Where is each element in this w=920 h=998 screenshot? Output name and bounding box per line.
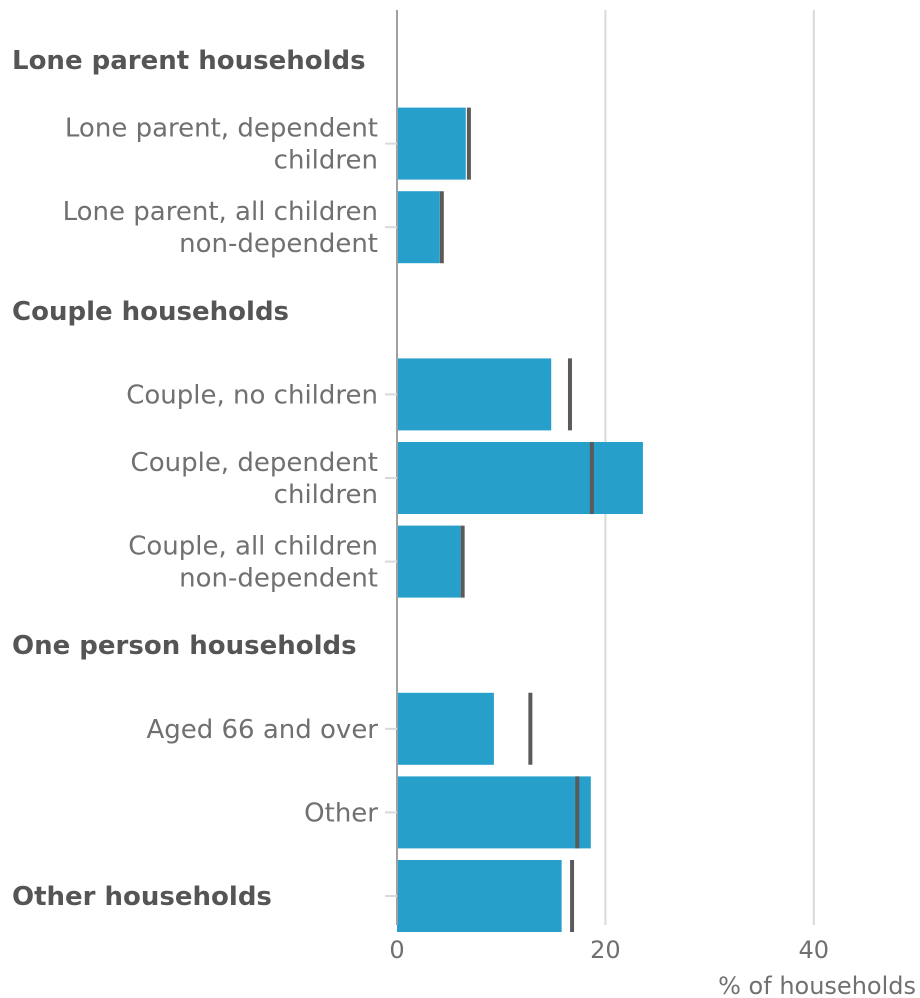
bar bbox=[397, 107, 466, 180]
x-axis: 0 20 40 bbox=[385, 10, 829, 964]
bar bbox=[397, 525, 461, 598]
group-heading: Couple households bbox=[12, 297, 289, 327]
x-tick-label: 40 bbox=[799, 936, 830, 964]
bar bbox=[397, 442, 643, 514]
category-label: Aged 66 and over bbox=[146, 715, 378, 745]
group-heading: Lone parent households bbox=[12, 46, 366, 76]
category-label: Lone parent, all children bbox=[63, 197, 378, 227]
group-heading: One person households bbox=[12, 631, 357, 661]
category-label: children bbox=[274, 146, 378, 176]
category-labels: Lone parent households Lone parent, depen… bbox=[12, 46, 378, 912]
category-label: Couple, no children bbox=[126, 380, 378, 410]
bar bbox=[397, 191, 440, 264]
x-axis-label: % of households bbox=[718, 972, 916, 998]
category-label: Lone parent, dependent bbox=[65, 114, 378, 144]
bar bbox=[397, 358, 552, 431]
x-tick-label: 20 bbox=[590, 936, 621, 964]
bars bbox=[397, 107, 643, 932]
bar bbox=[397, 692, 494, 765]
category-label: non-dependent bbox=[179, 564, 378, 594]
category-label: Couple, dependent bbox=[131, 448, 378, 478]
x-tick-label: 0 bbox=[389, 936, 404, 964]
category-label: Other bbox=[304, 798, 378, 828]
bar bbox=[397, 776, 591, 849]
category-label: non-dependent bbox=[179, 229, 378, 259]
category-label: Couple, all children bbox=[128, 532, 378, 562]
group-heading: Other households bbox=[12, 882, 272, 912]
category-label: children bbox=[274, 480, 378, 510]
bar bbox=[397, 860, 562, 932]
